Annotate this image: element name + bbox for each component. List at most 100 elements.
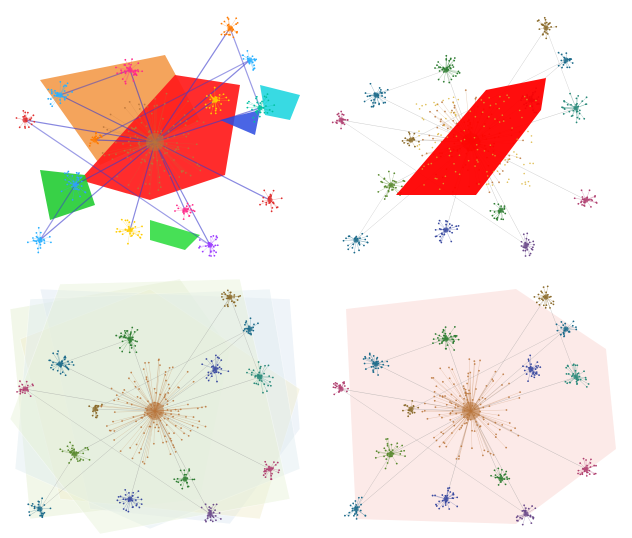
cluster-node [345, 390, 348, 393]
cluster-node [339, 384, 342, 387]
cluster-node [271, 206, 274, 209]
cluster-node [265, 201, 268, 204]
hub-node [508, 154, 511, 157]
cluster-node [418, 140, 420, 143]
cluster-node [438, 342, 441, 345]
cluster-node [79, 458, 82, 461]
hub-node [105, 425, 108, 427]
cluster-node [193, 478, 196, 481]
cluster-node [276, 461, 279, 464]
cluster-node [446, 494, 449, 497]
hub-node [467, 392, 470, 395]
cluster-node [343, 123, 346, 126]
cluster-node [266, 93, 269, 96]
hub-node [184, 124, 187, 127]
hull-node [485, 183, 488, 186]
cluster-node [457, 338, 460, 341]
cluster-center [57, 361, 63, 367]
cluster-node [50, 366, 52, 369]
hub-node [101, 152, 104, 154]
cluster-node [86, 446, 89, 449]
cluster-node [213, 371, 216, 374]
cluster-node [364, 514, 367, 517]
hull-node [506, 94, 508, 96]
hub-node [193, 107, 195, 110]
cluster-node [77, 172, 80, 175]
cluster-node [183, 469, 186, 472]
hull-node [476, 159, 478, 161]
hull-node [421, 117, 424, 119]
cluster-node [82, 459, 85, 461]
cluster-node [383, 455, 385, 458]
cluster-center [267, 197, 273, 203]
cluster-node [134, 345, 137, 347]
hub-node [141, 158, 144, 161]
cluster-node [213, 254, 216, 257]
hub-node [421, 154, 424, 157]
hull-node [529, 105, 531, 107]
hub-node [148, 151, 151, 154]
cluster-node [263, 111, 266, 114]
hub-node [162, 117, 164, 120]
cluster-node [529, 252, 532, 255]
cluster-node [216, 236, 219, 239]
hub-node [140, 121, 143, 124]
cluster-node [272, 189, 275, 192]
cluster-node [532, 373, 534, 375]
hull-node [527, 130, 529, 133]
cluster-node [569, 58, 572, 60]
cluster-node [239, 294, 242, 297]
cluster-node [263, 372, 266, 375]
graph-edge [229, 27, 261, 109]
cluster-node [435, 503, 437, 506]
hub-node [433, 436, 435, 439]
cluster-node [123, 329, 126, 332]
cluster-node [565, 52, 568, 55]
cluster-node [490, 474, 492, 477]
hub-node [518, 397, 521, 399]
cluster-node [273, 104, 276, 107]
hull-node [434, 177, 437, 180]
cluster-node [28, 514, 31, 517]
cluster-node [440, 241, 443, 244]
cluster-node [208, 107, 211, 109]
hub-node [160, 131, 163, 134]
hub-node [421, 138, 424, 141]
cluster-node [528, 254, 531, 257]
cluster-center [37, 506, 43, 512]
hub-node [140, 161, 143, 164]
cluster-node [407, 411, 410, 414]
hull-node [515, 153, 518, 156]
hub-node [138, 116, 141, 119]
cluster-node [246, 102, 249, 105]
cluster-node [181, 487, 184, 490]
hub-node [473, 360, 476, 363]
hub-node [183, 432, 185, 435]
cluster-node [262, 474, 265, 477]
cluster-node [30, 123, 33, 126]
cluster-node [25, 380, 28, 383]
cluster-node [216, 244, 219, 247]
cluster-node [412, 404, 415, 407]
cluster-node [364, 355, 366, 358]
cluster-node [75, 171, 78, 174]
cluster-node [120, 218, 123, 221]
cluster-node [119, 347, 121, 349]
cluster-node [268, 202, 271, 205]
cluster-node [364, 238, 367, 241]
cluster-node [214, 354, 217, 357]
cluster-node [50, 92, 53, 95]
hub-node [451, 109, 453, 112]
cluster-node [403, 449, 406, 452]
cluster-node [380, 180, 383, 183]
cluster-node [220, 367, 223, 370]
hub-node [140, 426, 143, 429]
cluster-node [265, 96, 268, 99]
cluster-node [331, 121, 334, 124]
cluster-node [581, 471, 584, 474]
cluster-node [125, 509, 128, 512]
cluster-node [136, 69, 139, 71]
cluster-node [227, 305, 229, 308]
hub-node [448, 366, 450, 369]
cluster-node [529, 354, 532, 357]
